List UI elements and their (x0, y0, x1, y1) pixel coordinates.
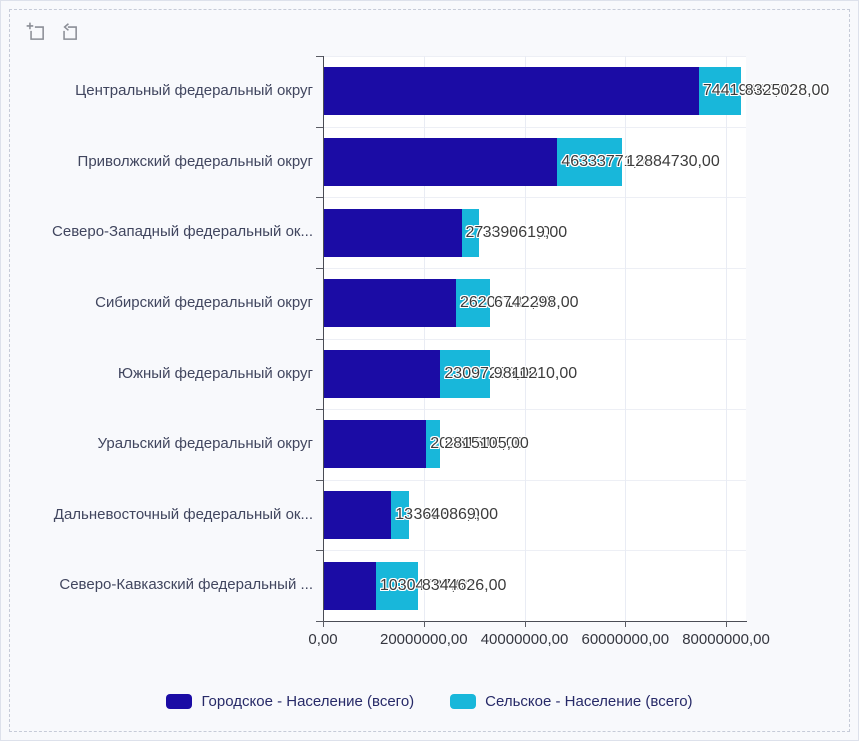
value-label-rural: 8325028,00 (744, 82, 830, 100)
vertical-gridline (524, 56, 526, 621)
y-axis-tick (316, 338, 323, 340)
y-axis-tick (316, 267, 323, 269)
bar-row: 10304797,00 8344626,00 (324, 561, 506, 610)
bar-segment-rural[interactable] (461, 208, 479, 257)
x-axis-label: 20000000,00 (380, 631, 468, 648)
x-axis-label: 40000000,00 (480, 631, 569, 648)
bar-segment-urban[interactable] (324, 137, 558, 186)
bar-segment-urban[interactable] (324, 491, 392, 540)
bar-row: 74419867,00 8325028,00 (324, 67, 829, 116)
bar-segment-urban[interactable] (324, 279, 456, 328)
horizontal-gridline (323, 126, 746, 128)
category-label: Северо-Кавказский федеральный ... (59, 576, 313, 594)
value-label-rural: 12884730,00 (626, 152, 720, 170)
x-axis-tick (625, 621, 627, 627)
category-label: Дальневосточный федеральный ок... (53, 505, 313, 523)
bar-row: 20281510,00 2815105,00 (324, 420, 529, 469)
value-label-rural: 3390619,00 (482, 223, 568, 241)
category-label: Сибирский федеральный округ (95, 293, 313, 311)
bar-row: 46333771,00 12884730,00 (324, 137, 720, 186)
value-label-urban: 20281510,00 (430, 435, 524, 453)
bar-segment-rural[interactable] (440, 349, 490, 398)
x-axis-label: 0,00 (308, 631, 338, 648)
legend-label: Городское - Население (всего) (201, 692, 415, 710)
bar-segment-urban[interactable] (324, 420, 427, 469)
vertical-gridline (625, 56, 627, 621)
value-label-urban: 10304797,00 (379, 576, 474, 594)
x-axis-tick (524, 621, 526, 627)
x-axis-label: 60000000,00 (581, 631, 670, 648)
legend-swatch (450, 693, 477, 709)
bar-segment-urban[interactable] (324, 208, 462, 257)
bar-segment-rural[interactable] (557, 137, 623, 186)
vertical-gridline (423, 56, 425, 621)
y-axis-tick (316, 197, 323, 199)
y-axis-tick (316, 479, 323, 481)
category-label: Уральский федеральный округ (97, 435, 313, 453)
value-label-urban: 46333771,00 (561, 152, 655, 170)
y-axis-tick (316, 56, 323, 57)
value-label-urban: 26207182,00 (460, 294, 554, 312)
x-axis-tick (726, 621, 727, 627)
y-axis-line (323, 56, 324, 622)
horizontal-gridline (323, 550, 746, 552)
x-axis-tick (423, 621, 425, 627)
x-axis-tick (323, 621, 324, 627)
bar-segment-rural[interactable] (375, 561, 418, 610)
bar-segment-rural[interactable] (391, 491, 410, 540)
legend-item-urban[interactable]: Городское - Население (всего) (166, 693, 414, 710)
bar-segment-rural[interactable] (426, 420, 441, 469)
x-axis-line (323, 621, 747, 622)
value-label-rural: 9811210,00 (493, 364, 578, 382)
bar-segment-rural[interactable] (456, 279, 490, 328)
horizontal-gridline (323, 197, 746, 199)
value-label-rural: 6742298,00 (494, 294, 579, 312)
bar-row: 27290861,00 3390619,00 (324, 208, 567, 257)
legend: Городское - Население (всего) Сельское - … (1, 687, 858, 715)
y-axis-tick (316, 550, 323, 552)
y-axis-tick (316, 621, 323, 622)
horizontal-gridline (323, 479, 746, 481)
bar-row: 13340806,00 3640869,00 (324, 491, 498, 540)
horizontal-gridline (323, 338, 746, 340)
horizontal-gridline (323, 56, 746, 57)
bar-segment-urban[interactable] (324, 561, 376, 610)
y-axis-tick (316, 409, 323, 411)
chart-toolbox (25, 21, 80, 43)
value-label-rural: 2815105,00 (444, 435, 529, 453)
category-label: Северо-Западный федеральный ок... (52, 223, 313, 241)
bar-row: 23097299,00 9811210,00 (324, 349, 577, 398)
bar-segment-urban[interactable] (324, 349, 441, 398)
category-label: Южный федеральный округ (117, 364, 313, 382)
category-label: Центральный федеральный округ (75, 82, 313, 99)
value-label-urban: 74419867,00 (702, 82, 797, 100)
data-zoom-icon[interactable] (25, 21, 47, 43)
zoom-reset-icon[interactable] (58, 21, 80, 43)
value-label-rural: 8344626,00 (421, 576, 507, 594)
horizontal-gridline (323, 409, 746, 411)
y-axis-tick (316, 126, 323, 128)
x-axis-label: 80000000,00 (682, 631, 770, 648)
category-label: Приволжский федеральный округ (77, 152, 313, 170)
legend-swatch (166, 693, 193, 709)
legend-label: Сельское - Население (всего) (485, 692, 693, 710)
legend-item-rural[interactable]: Сельское - Население (всего) (450, 692, 693, 710)
vertical-gridline (726, 56, 727, 621)
value-label-rural: 3640869,00 (413, 506, 499, 524)
horizontal-gridline (323, 267, 746, 269)
value-label-urban: 27290861,00 (465, 223, 559, 241)
bar-segment-urban[interactable] (324, 67, 699, 116)
value-label-urban: 13340806,00 (395, 506, 489, 524)
bar-segment-rural[interactable] (698, 67, 741, 116)
value-label-urban: 23097299,00 (444, 364, 538, 382)
bar-row: 26207182,00 6742298,00 (324, 279, 579, 328)
